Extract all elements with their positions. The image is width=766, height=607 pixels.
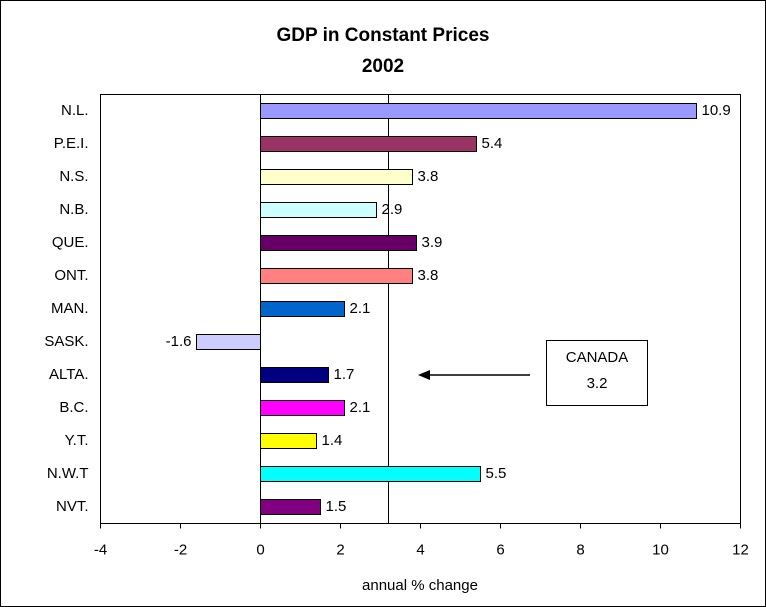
y-tick-label: SASK. — [44, 333, 88, 350]
x-tick-label: -4 — [94, 541, 107, 558]
bar — [260, 136, 477, 152]
bar — [260, 169, 413, 185]
data-label: 2.1 — [350, 399, 371, 416]
annotation-value: 3.2 — [587, 375, 608, 392]
bar — [260, 466, 481, 482]
bar — [260, 367, 329, 383]
annotation-box — [546, 340, 648, 406]
data-label: 3.8 — [418, 168, 439, 185]
data-label: 1.5 — [326, 498, 347, 515]
y-tick-label: N.L. — [61, 102, 89, 119]
x-tick-label: 12 — [732, 541, 749, 558]
data-label: 1.4 — [322, 432, 343, 449]
data-label: 10.9 — [702, 102, 731, 119]
y-tick-label: ONT. — [54, 267, 88, 284]
x-tick-label: 10 — [652, 541, 669, 558]
x-tick-label: 8 — [576, 541, 584, 558]
data-label: 1.7 — [334, 366, 355, 383]
bar — [260, 301, 345, 317]
data-label: 5.5 — [486, 465, 507, 482]
x-tick-label: 2 — [336, 541, 344, 558]
bar — [196, 334, 261, 350]
y-tick-label: NVT. — [56, 498, 89, 515]
bar — [260, 103, 697, 119]
data-label: 3.8 — [418, 267, 439, 284]
bar — [260, 202, 377, 218]
x-tick-label: 6 — [496, 541, 504, 558]
bar — [260, 235, 417, 251]
y-tick-label: P.E.I. — [54, 135, 89, 152]
bar — [260, 499, 321, 515]
data-label: 2.1 — [350, 300, 371, 317]
y-tick-label: B.C. — [59, 399, 88, 416]
bar — [260, 268, 413, 284]
annotation-label: CANADA — [566, 349, 629, 366]
y-tick-label: QUE. — [52, 234, 89, 251]
data-label: 5.4 — [482, 135, 503, 152]
annotation-arrowhead — [418, 370, 430, 380]
x-tick-label: 0 — [256, 541, 264, 558]
x-tick-label: 4 — [416, 541, 424, 558]
y-tick-label: N.B. — [59, 201, 88, 218]
y-tick-label: N.S. — [59, 168, 88, 185]
y-tick-label: MAN. — [51, 300, 89, 317]
data-label: 2.9 — [382, 201, 403, 218]
chart-subtitle: 2002 — [362, 56, 404, 77]
data-label: 3.9 — [422, 234, 443, 251]
y-tick-label: N.W.T — [47, 465, 89, 482]
bar — [260, 433, 317, 449]
bar — [260, 400, 345, 416]
y-tick-label: Y.T. — [65, 432, 89, 449]
x-tick-label: -2 — [174, 541, 187, 558]
data-label: -1.6 — [166, 333, 192, 350]
x-axis-label: annual % change — [362, 577, 478, 594]
y-tick-label: ALTA. — [49, 366, 88, 383]
chart-title: GDP in Constant Prices — [277, 25, 490, 46]
